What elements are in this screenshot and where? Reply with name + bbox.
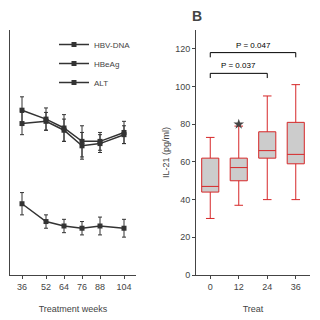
svg-text:ALT: ALT bbox=[94, 79, 108, 88]
svg-text:P = 0.037: P = 0.037 bbox=[221, 61, 256, 70]
svg-text:100: 100 bbox=[175, 82, 190, 92]
svg-text:52: 52 bbox=[41, 282, 51, 292]
svg-text:20: 20 bbox=[180, 232, 190, 242]
svg-text:0: 0 bbox=[185, 270, 190, 280]
svg-text:P = 0.047: P = 0.047 bbox=[236, 41, 271, 50]
svg-text:HBeAg: HBeAg bbox=[94, 60, 119, 69]
svg-text:B: B bbox=[192, 8, 202, 24]
svg-text:60: 60 bbox=[180, 157, 190, 167]
svg-text:120: 120 bbox=[175, 44, 190, 54]
svg-text:40: 40 bbox=[180, 195, 190, 205]
svg-text:76: 76 bbox=[77, 282, 87, 292]
svg-text:80: 80 bbox=[180, 119, 190, 129]
svg-text:64: 64 bbox=[59, 282, 69, 292]
svg-text:0: 0 bbox=[208, 282, 213, 292]
svg-text:36: 36 bbox=[291, 282, 301, 292]
svg-text:24: 24 bbox=[262, 282, 272, 292]
svg-text:Treatment weeks: Treatment weeks bbox=[39, 304, 108, 314]
svg-text:HBV-DNA: HBV-DNA bbox=[94, 41, 130, 50]
svg-text:104: 104 bbox=[116, 282, 131, 292]
svg-text:36: 36 bbox=[17, 282, 27, 292]
svg-text:IL-21 (pg/ml): IL-21 (pg/ml) bbox=[161, 127, 171, 178]
svg-text:Treat: Treat bbox=[243, 304, 264, 314]
svg-text:88: 88 bbox=[95, 282, 105, 292]
svg-text:12: 12 bbox=[234, 282, 244, 292]
